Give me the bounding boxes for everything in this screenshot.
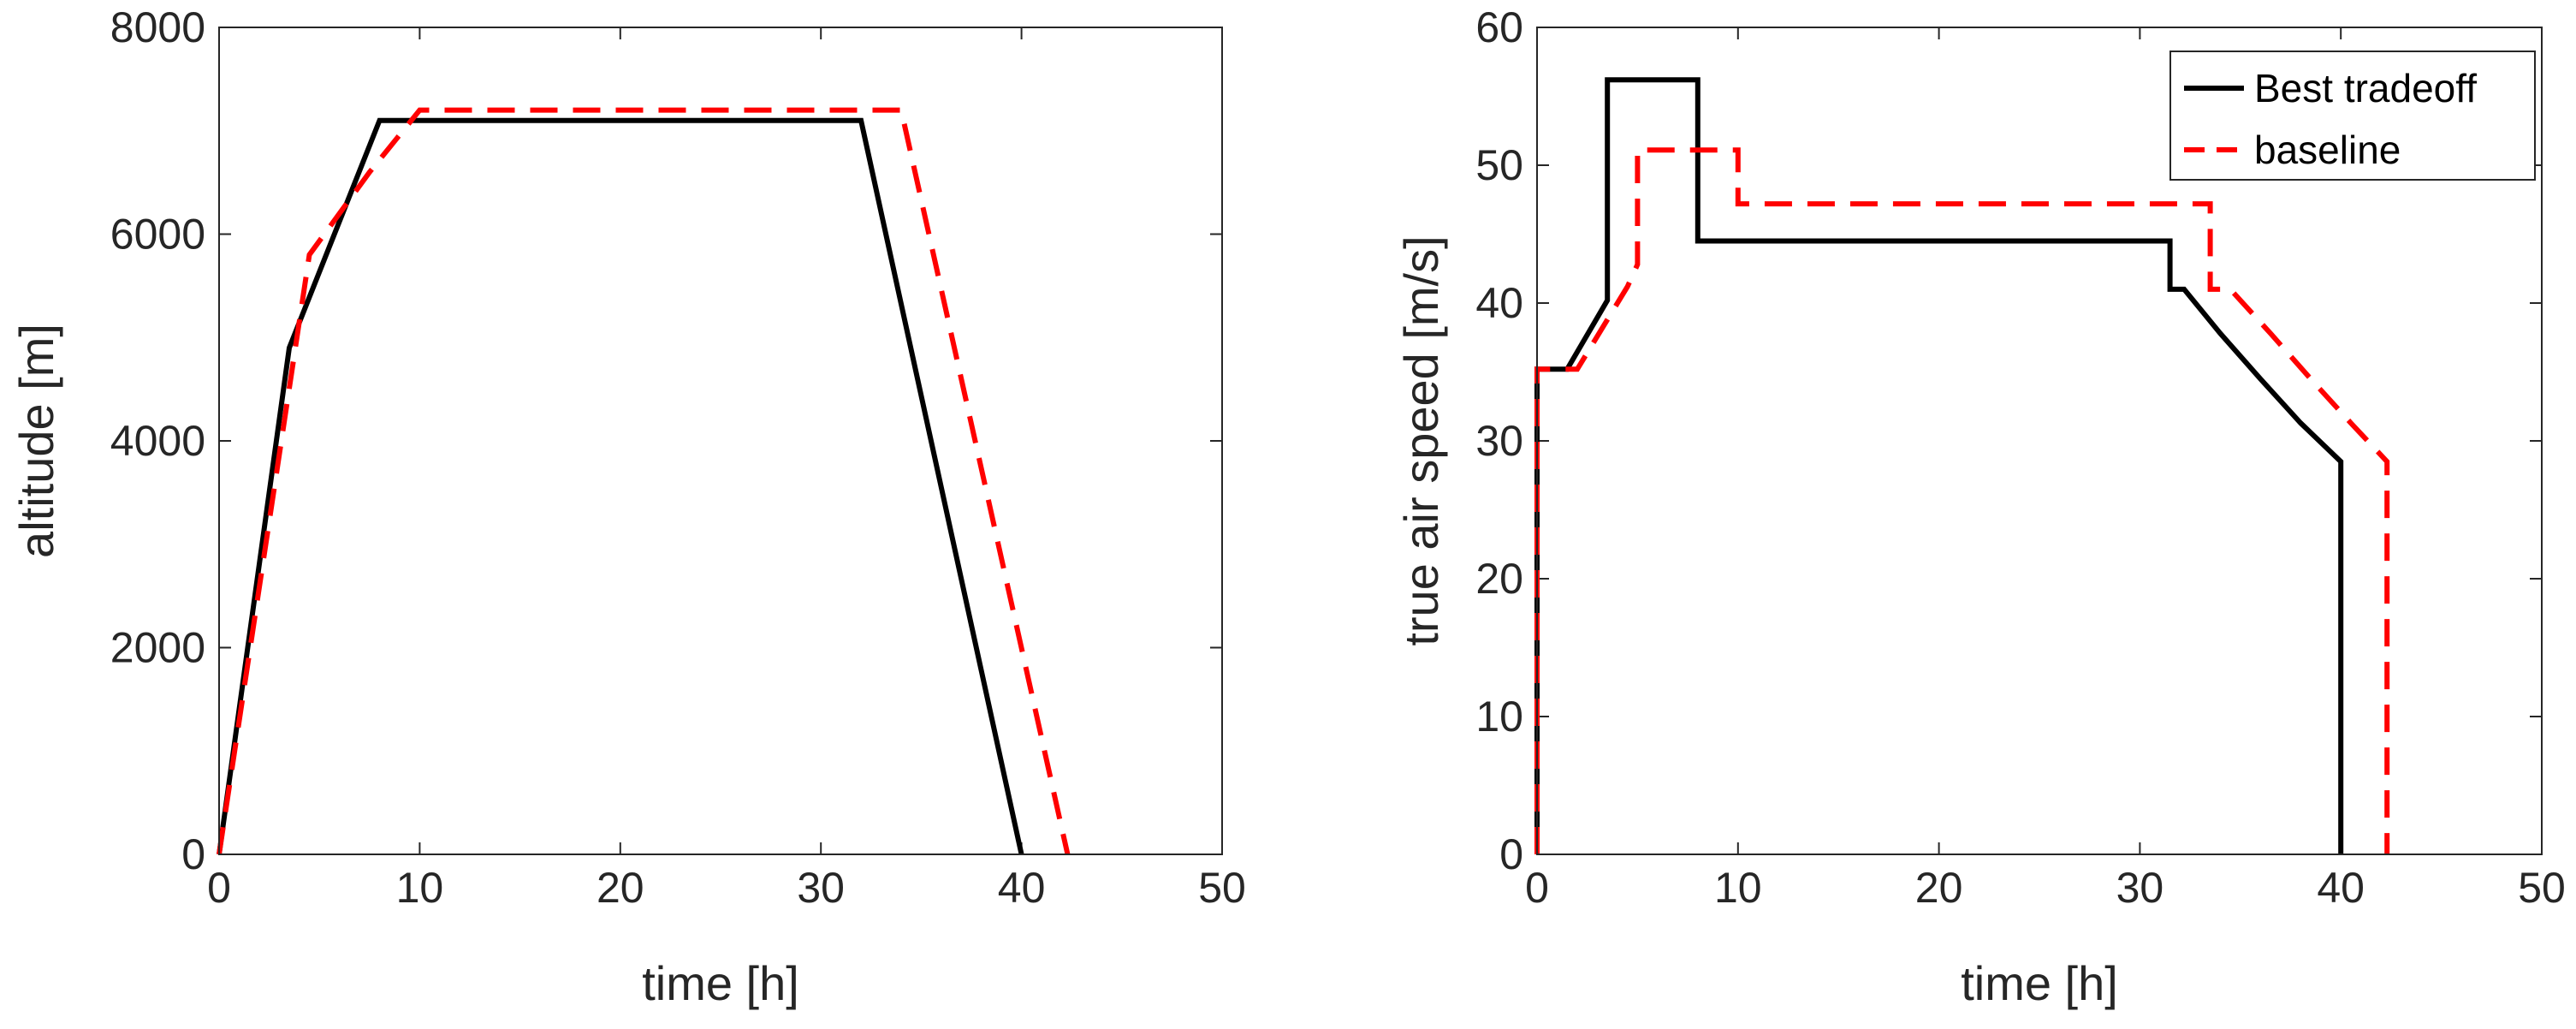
legend-box — [2169, 51, 2536, 181]
series-line-best-tradeoff — [217, 117, 1024, 855]
y-tick-label: 50 — [1475, 141, 1523, 189]
x-tick-label: 50 — [2518, 864, 2566, 912]
y-tick-label: 2000 — [110, 624, 205, 672]
y-tick-label: 8000 — [110, 3, 205, 51]
series-line-best-tradeoff — [1534, 77, 2344, 854]
legend: Best tradeoff baseline — [2169, 51, 2536, 181]
legend-entry-best-tradeoff: Best tradeoff — [2254, 66, 2477, 110]
y-tick-label: 40 — [1475, 279, 1523, 327]
legend-entry-baseline: baseline — [2254, 128, 2401, 172]
plot-area — [219, 27, 1222, 854]
x-tick-label: 20 — [597, 864, 644, 912]
x-tick-label: 10 — [396, 864, 444, 912]
axes-box — [1536, 27, 2543, 855]
y-tick-label: 6000 — [110, 211, 205, 259]
x-tick-label: 30 — [797, 864, 845, 912]
x-tick-label: 20 — [1915, 864, 1963, 912]
axes-box — [218, 27, 1223, 855]
x-tick-label: 50 — [1198, 864, 1246, 912]
axes: 0 10 20 30 40 50 0 2000 4000 6000 8000 — [110, 3, 1246, 912]
x-tick-label: 40 — [998, 864, 1046, 912]
axes: 0 10 20 30 40 50 0 10 20 30 40 50 60 — [1475, 3, 2565, 912]
series-line-baseline — [217, 107, 1071, 855]
altitude-chart: 0 10 20 30 40 50 0 2000 4000 6000 8000 time [h] al… — [9, 3, 1246, 1010]
y-axis-label: altitude [m] — [9, 324, 63, 558]
series-line-baseline — [1534, 147, 2390, 854]
y-axis-label: true air speed [m/s] — [1394, 235, 1448, 645]
y-tick-label: 0 — [181, 830, 205, 878]
x-tick-label: 0 — [207, 864, 231, 912]
y-tick-label: 10 — [1475, 693, 1523, 741]
airspeed-chart: 0 10 20 30 40 50 0 10 20 30 40 50 60 time [h] true a… — [1394, 3, 2566, 1010]
series-layer — [217, 107, 1071, 855]
y-tick-label: 30 — [1475, 417, 1523, 465]
x-axis-label: time [h] — [642, 956, 799, 1010]
x-axis-label: time [h] — [1961, 956, 2118, 1010]
x-tick-label: 40 — [2317, 864, 2365, 912]
x-tick-label: 30 — [2116, 864, 2164, 912]
x-tick-label: 10 — [1714, 864, 1762, 912]
y-tick-label: 20 — [1475, 555, 1523, 603]
y-tick-label: 0 — [1499, 830, 1523, 878]
y-tick-label: 60 — [1475, 3, 1523, 51]
x-tick-label: 0 — [1525, 864, 1549, 912]
y-tick-label: 4000 — [110, 417, 205, 465]
series-layer — [1534, 77, 2390, 854]
